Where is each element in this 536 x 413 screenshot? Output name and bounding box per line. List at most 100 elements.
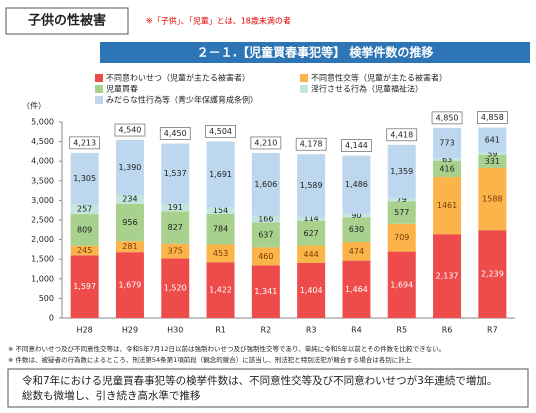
bar-segment xyxy=(251,152,280,216)
data-label: 114 xyxy=(304,214,319,223)
data-label: 1,390 xyxy=(118,163,141,172)
bar-segment xyxy=(251,265,280,318)
bar-segment xyxy=(251,215,280,223)
total-label: 4,850 xyxy=(436,113,459,122)
total-box xyxy=(386,128,418,142)
chart: （件） 0 500 1,000 1,500 2,000 2,500 3,000 3,500 4,0… xyxy=(22,73,515,335)
data-label: 281 xyxy=(122,242,137,251)
banner-box xyxy=(100,42,530,63)
data-label: 453 xyxy=(213,249,228,258)
total-box xyxy=(205,125,236,138)
data-label: 1588 xyxy=(482,195,502,204)
data-label: 166 xyxy=(258,215,273,224)
y-tick-label: 0 xyxy=(49,314,54,323)
bar-segment xyxy=(433,160,462,177)
x-tick-label: R7 xyxy=(487,326,498,335)
y-tick-label: 4,000 xyxy=(31,157,54,166)
total-label: 4,210 xyxy=(254,138,277,147)
bar-segment xyxy=(342,217,371,243)
header-box xyxy=(5,7,129,35)
bar-segment xyxy=(251,222,280,248)
bar-segment xyxy=(297,220,326,246)
bar-segment xyxy=(70,214,99,246)
total-box xyxy=(250,136,282,150)
total-box xyxy=(341,139,372,152)
data-label: 1,305 xyxy=(73,174,96,183)
x-tick-label: H29 xyxy=(122,326,138,335)
x-tick-label: R2 xyxy=(261,326,272,335)
data-label: 257 xyxy=(77,205,92,214)
bar-segment xyxy=(478,155,507,168)
bar-segment xyxy=(342,260,371,318)
y-tick-label: 5,000 xyxy=(31,118,54,127)
data-label: 1,520 xyxy=(164,284,187,293)
legend-label: 淫行させる行為（児童福祉法） xyxy=(311,84,423,94)
bar-segment xyxy=(251,247,280,266)
total-box xyxy=(69,136,101,150)
data-label: 460 xyxy=(258,252,273,261)
data-label: 245 xyxy=(77,246,92,255)
x-tick-label: R1 xyxy=(215,326,226,335)
header-title: 子供の性被害 xyxy=(28,13,106,29)
legend-swatch xyxy=(300,74,308,82)
data-label: 1,597 xyxy=(73,282,96,291)
data-label: 2,137 xyxy=(436,272,459,281)
data-label: 444 xyxy=(304,250,319,259)
data-label: 641 xyxy=(485,136,500,145)
footnote: ※ 件数は、被疑者の行為数によるところ、刑法第54条第1項前段（観念的競合）に該… xyxy=(8,355,412,364)
data-label: 1,486 xyxy=(345,180,368,189)
bar-segment xyxy=(478,127,507,153)
bar-segment xyxy=(433,176,462,235)
data-label: 637 xyxy=(258,230,273,239)
total-label: 4,213 xyxy=(73,138,96,147)
bar-segment xyxy=(161,203,190,212)
footnote: ※ 不同意わいせつ及び不同意性交等は、令和5年7月12日以前は強制わいせつ及び強… xyxy=(8,344,445,353)
summary-box xyxy=(7,368,529,408)
y-tick-label: 2,000 xyxy=(31,235,54,244)
bar-segment xyxy=(70,245,99,256)
total-label: 4,418 xyxy=(390,130,413,139)
total-box xyxy=(114,123,146,137)
data-label: 1,589 xyxy=(300,181,323,190)
total-box xyxy=(431,111,463,125)
banner: ２－１.【児童買春事犯等】 検挙件数の推移 xyxy=(197,45,434,60)
bar-segment xyxy=(206,207,235,214)
bar-segment xyxy=(115,203,144,242)
data-label: 63 xyxy=(442,155,452,164)
data-label: 1,404 xyxy=(300,286,323,295)
data-label: 154 xyxy=(213,206,228,215)
legend-label: みだらな性行為等（青少年保護育成条例） xyxy=(106,95,258,105)
data-label: 1,359 xyxy=(390,167,413,176)
data-label: 59 xyxy=(487,149,497,158)
total-box xyxy=(477,111,508,124)
x-tick-label: R4 xyxy=(351,326,362,335)
total-label: 4,178 xyxy=(300,140,323,149)
y-tick-label: 4,500 xyxy=(31,137,54,146)
bar-segment xyxy=(206,262,235,318)
data-label: 1,691 xyxy=(209,170,232,179)
bar-segment xyxy=(115,241,144,253)
bar-segment xyxy=(342,213,371,218)
data-label: 627 xyxy=(304,229,319,238)
data-label: 1,464 xyxy=(345,285,368,294)
y-tick-label: 2,500 xyxy=(31,216,54,225)
bar-segment xyxy=(433,234,462,318)
y-tick-label: 1,000 xyxy=(31,274,54,283)
bar-segment xyxy=(387,223,416,252)
total-box xyxy=(295,137,327,151)
bar-segment xyxy=(115,252,144,318)
data-label: 1,606 xyxy=(254,180,277,189)
y-tick-label: 1,500 xyxy=(31,255,54,264)
data-label: 1,341 xyxy=(254,287,277,296)
bar-segment xyxy=(115,140,144,195)
data-label: 809 xyxy=(77,225,92,234)
bar-segment xyxy=(387,201,416,224)
bar-segment xyxy=(115,194,144,204)
bar-segment xyxy=(70,204,99,215)
header-note: ※「子供」、「児童」とは、18歳未満の者 xyxy=(146,16,291,26)
legend-swatch xyxy=(300,85,308,93)
x-tick-label: H28 xyxy=(77,326,93,335)
bar-segment xyxy=(433,158,462,161)
bar-segment xyxy=(161,211,190,244)
